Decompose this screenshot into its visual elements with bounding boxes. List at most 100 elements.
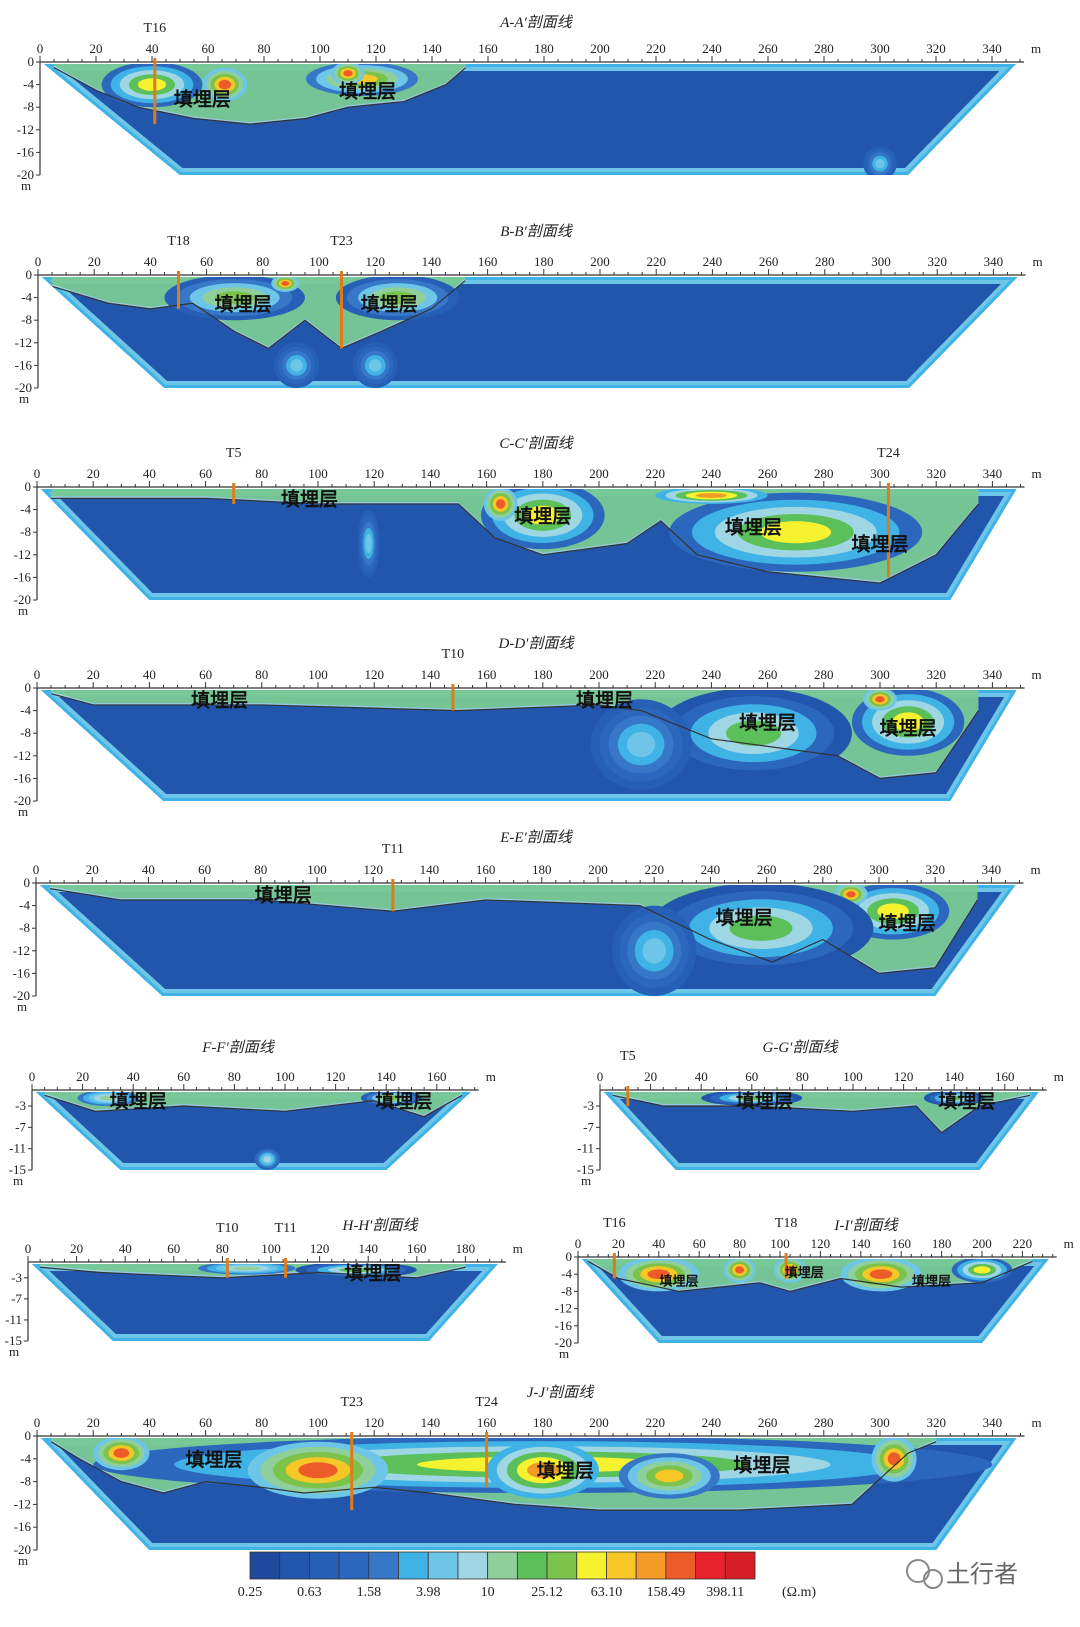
y-tick-label: -15 — [5, 1333, 22, 1348]
x-tick-label: 40 — [144, 254, 157, 269]
legend-tick-label: 0.63 — [297, 1585, 322, 1600]
fill-layer-label: 填埋层 — [281, 487, 338, 510]
x-unit-label: m — [1032, 254, 1042, 269]
legend-swatch — [368, 1551, 399, 1580]
y-tick-label: -7 — [11, 1291, 22, 1306]
x-tick-label: 340 — [982, 41, 1002, 56]
x-tick-label: 220 — [646, 254, 666, 269]
edge-halo-inner — [36, 1092, 471, 1170]
fill-layer-mid — [44, 1092, 463, 1115]
legend-tick-label: 10 — [481, 1585, 495, 1600]
x-tick-label: 0 — [25, 1241, 32, 1256]
x-tick-label: 100 — [275, 1069, 295, 1084]
y-tick-label: -12 — [555, 1301, 572, 1316]
x-tick-label: 0 — [37, 41, 44, 56]
resistivity-zone — [215, 291, 255, 304]
x-tick-label: 140 — [358, 1241, 378, 1256]
legend-tick-label: 158.49 — [647, 1585, 686, 1600]
x-tick-label: 40 — [143, 466, 156, 481]
x-tick-label: 220 — [645, 466, 665, 481]
y-tick-label: 0 — [25, 479, 32, 494]
x-tick-label: 0 — [35, 254, 42, 269]
resistivity-zone — [343, 70, 353, 77]
x-tick-label: 280 — [814, 41, 834, 56]
x-tick-label: 340 — [984, 254, 1004, 269]
fill-layer-label: 填埋层 — [938, 1090, 995, 1113]
x-tick-label: 120 — [310, 1241, 330, 1256]
x-tick-label: 240 — [702, 1415, 722, 1430]
legend-tick-label: 0.25 — [238, 1585, 263, 1600]
borehole-label: T18 — [167, 234, 190, 249]
x-tick-label: 40 — [652, 1236, 665, 1251]
y-tick-label: -3 — [15, 1098, 26, 1113]
fill-layer-label: 填埋层 — [514, 504, 571, 527]
x-tick-label: 0 — [597, 1069, 604, 1084]
x-tick-label: 60 — [198, 862, 211, 877]
resistivity-zone — [846, 891, 856, 898]
fill-layer-label: 填埋层 — [339, 79, 396, 102]
panel-title: I-I′剖面线 — [833, 1217, 899, 1234]
y-tick-label: -12 — [14, 748, 31, 763]
borehole-label: T11 — [275, 1221, 297, 1236]
resistivity-zone — [892, 712, 924, 732]
fill-boundary-line — [587, 1260, 1033, 1293]
y-unit-label: m — [19, 391, 29, 406]
y-tick-label: -20 — [14, 1542, 31, 1557]
y-tick-label: -16 — [17, 144, 35, 159]
borehole-label: T5 — [620, 1049, 636, 1064]
legend-tick-label: 1.58 — [357, 1585, 382, 1600]
x-tick-label: 160 — [476, 862, 496, 877]
x-tick-label: 80 — [255, 466, 268, 481]
fill-boundary-line — [53, 67, 466, 125]
section-body — [604, 1092, 1039, 1170]
legend-tick-label: 25.12 — [531, 1585, 563, 1600]
y-tick-label: -16 — [14, 1519, 32, 1534]
y-tick-label: -8 — [19, 920, 30, 935]
x-tick-label: 100 — [309, 254, 329, 269]
x-tick-label: 40 — [146, 41, 159, 56]
x-tick-label: 220 — [645, 1415, 665, 1430]
x-tick-label: 160 — [407, 1241, 427, 1256]
edge-halo-inner — [42, 277, 1018, 388]
x-unit-label: m — [1030, 862, 1040, 877]
x-tick-label: 20 — [87, 1415, 100, 1430]
fill-boundary-line — [49, 888, 978, 975]
x-tick-label: 160 — [995, 1069, 1015, 1084]
y-tick-label: -8 — [561, 1283, 572, 1298]
x-tick-label: 140 — [376, 1069, 396, 1084]
x-tick-label: 60 — [199, 667, 212, 682]
profile-panel-7: H-H′剖面线 0 20 40 60 80 100 120 140 160 180 m -3 -7 -11 -… — [5, 1217, 523, 1359]
resistivity-zone — [382, 1095, 400, 1101]
x-tick-label: 280 — [814, 667, 834, 682]
fill-boundary-line — [612, 1094, 1031, 1134]
resistivity-zone — [877, 903, 909, 920]
x-tick-label: 100 — [308, 466, 328, 481]
x-tick-label: 140 — [421, 1415, 441, 1430]
borehole-label: T23 — [330, 234, 353, 249]
resistivity-zone — [785, 1266, 795, 1274]
resistivity-zone — [263, 1156, 271, 1163]
section-body — [44, 64, 1016, 175]
x-tick-label: 200 — [590, 254, 610, 269]
x-tick-label: 160 — [477, 1415, 497, 1430]
x-tick-label: 320 — [926, 667, 946, 682]
borehole-label: T23 — [340, 1395, 363, 1410]
fill-layer-label: 填埋层 — [659, 1274, 698, 1290]
y-tick-label: 0 — [25, 680, 32, 695]
edge-halo-inner — [582, 1259, 1049, 1343]
x-tick-label: 320 — [927, 254, 947, 269]
resistivity-zone — [380, 291, 415, 304]
y-tick-label: -20 — [555, 1335, 572, 1350]
y-tick-label: -12 — [15, 335, 32, 350]
y-unit-label: m — [581, 1173, 591, 1188]
fill-layer-label: 填埋层 — [739, 711, 796, 734]
y-unit-label: m — [18, 603, 28, 618]
resistivity-zone — [735, 1266, 745, 1274]
x-tick-label: 220 — [645, 667, 665, 682]
x-tick-label: 140 — [421, 667, 441, 682]
x-tick-label: 0 — [29, 1069, 36, 1084]
resistivity-zone — [760, 521, 832, 544]
x-tick-label: 220 — [646, 41, 666, 56]
x-tick-label: 240 — [702, 466, 722, 481]
